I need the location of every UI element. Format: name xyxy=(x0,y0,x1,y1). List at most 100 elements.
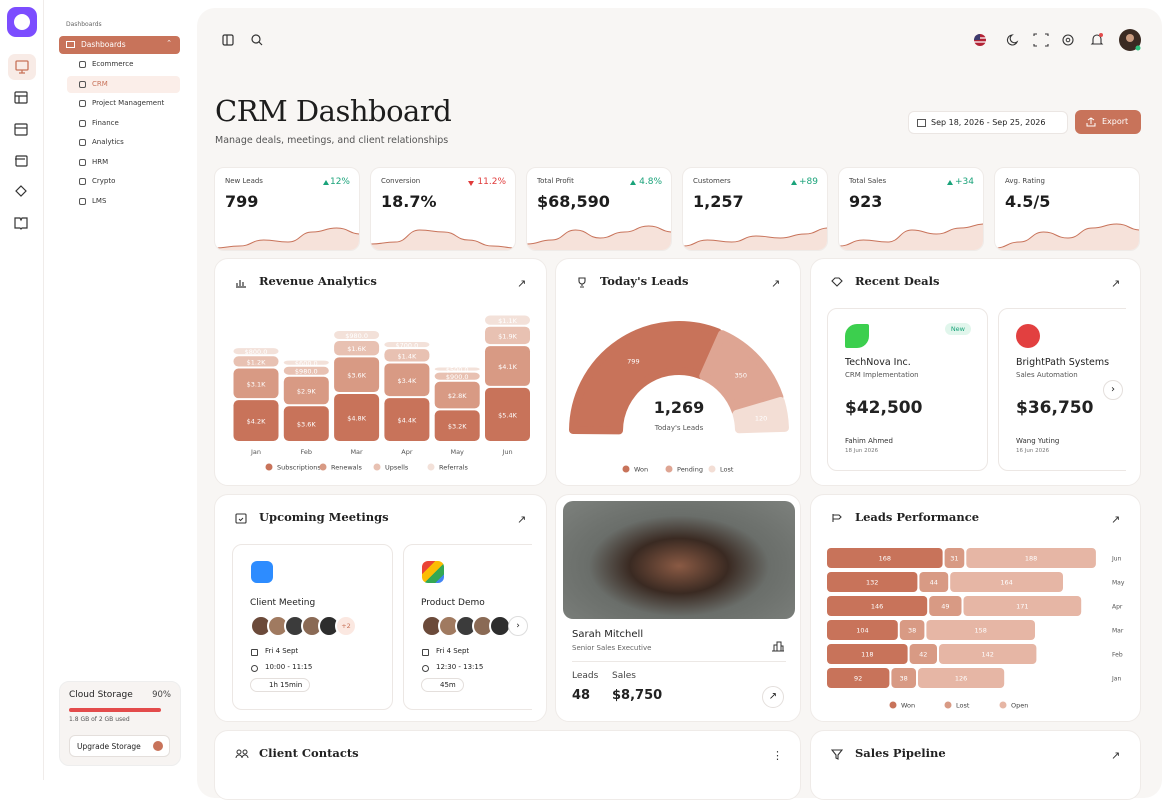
bar-segment xyxy=(485,326,530,345)
expand-button[interactable]: ↗ xyxy=(517,277,527,290)
card-title: Recent Deals xyxy=(855,274,940,288)
menu-item[interactable]: HRM xyxy=(92,157,109,166)
sparkline-area xyxy=(995,224,1139,250)
bar-label: $1.1K xyxy=(498,317,517,325)
menu-item[interactable]: Analytics xyxy=(92,138,124,146)
bar-label: $980.0 xyxy=(295,368,318,376)
calendar-icon xyxy=(917,119,926,127)
deal-owner: Wang Yuting xyxy=(1016,437,1060,445)
bar-segment xyxy=(939,644,1037,664)
card-icon xyxy=(832,514,842,522)
kpi-trend-icon xyxy=(323,180,330,185)
bar-segment xyxy=(334,357,380,393)
next-button[interactable]: › xyxy=(1103,380,1123,400)
topbar-left[interactable] xyxy=(220,32,264,48)
meeting-card: Product Demo › Fri 4 Sept 12:30 - 13:15 45m xyxy=(403,544,532,710)
kpi-value: 4.5/5 xyxy=(1005,192,1051,211)
menu-item[interactable]: Finance xyxy=(92,118,119,127)
upgrade-button[interactable]: Upgrade Storage xyxy=(69,735,170,757)
leads-card: Today's Leads ↗ 799 Won 350 Pending 120 Lost … xyxy=(555,258,801,486)
logo[interactable] xyxy=(7,7,37,37)
menu-item[interactable]: LMS xyxy=(92,196,107,205)
expand-button[interactable]: ↗ xyxy=(517,513,527,526)
bar-label: 188 xyxy=(1025,555,1037,563)
donut-segment xyxy=(569,321,723,435)
sparkline-line xyxy=(995,223,1139,249)
bar-segment xyxy=(919,572,949,592)
bar-label: $3.2K xyxy=(448,423,467,431)
menu-item[interactable]: Crypto xyxy=(92,177,116,185)
active-menu[interactable]: Dashboards ⌃ xyxy=(59,36,180,54)
legend-dot xyxy=(622,465,630,473)
x-tick-label: Jun xyxy=(501,448,512,456)
export-button[interactable]: Export xyxy=(1075,110,1141,134)
bar-label: $2.8K xyxy=(448,392,467,400)
bar-segment xyxy=(918,668,1005,688)
menu-item[interactable]: Ecommerce xyxy=(92,60,134,68)
bar-label: 146 xyxy=(871,603,883,611)
profile-open[interactable]: ↗ xyxy=(762,686,784,708)
expand-button[interactable]: ↗ xyxy=(771,277,781,290)
bar-segment xyxy=(827,548,943,568)
x-tick-label: Feb xyxy=(301,448,313,456)
expand-button[interactable]: ↗ xyxy=(1111,277,1121,290)
rail-icons[interactable] xyxy=(14,91,30,231)
bar-segment xyxy=(963,596,1082,616)
bar-segment xyxy=(334,394,380,441)
more-button[interactable]: ⋮ xyxy=(772,749,783,762)
storage-card: Cloud Storage 90% 1.8 GB of 2 GB used Up… xyxy=(59,681,181,766)
meeting-time: 10:00 - 11:15 xyxy=(265,663,313,671)
bar-segment xyxy=(233,400,279,441)
bar-segment xyxy=(434,381,480,409)
kpi-label: Total Sales xyxy=(849,177,887,185)
storage-title: Cloud Storage xyxy=(69,690,133,700)
deal-amount: $36,750 xyxy=(1016,398,1094,418)
bar-label: $1.6K xyxy=(347,345,366,353)
bar-segment xyxy=(384,349,430,362)
deal-company: TechNova Inc. xyxy=(845,357,911,368)
bar-segment xyxy=(283,360,329,365)
bar-segment xyxy=(827,572,918,592)
card-title: Today's Leads xyxy=(600,274,689,288)
bar-label: 44 xyxy=(930,579,938,587)
meeting-title: Client Meeting xyxy=(250,598,316,608)
expand-button[interactable]: ↗ xyxy=(1111,749,1121,762)
menu-item[interactable]: Project Management xyxy=(92,99,165,107)
sparkline-line xyxy=(371,229,515,249)
x-tick-label: Apr xyxy=(401,448,413,456)
expand-button[interactable]: ↗ xyxy=(1111,513,1121,526)
sparkline-area xyxy=(839,224,983,250)
page: Dashboards Dashboards ⌃ Cloud Storage 90… xyxy=(7,0,1162,800)
legend-label: Referrals xyxy=(439,464,469,472)
kpi-card: Avg. Rating 4.5/5 xyxy=(994,167,1140,251)
bar-label: $800.0 xyxy=(245,348,268,356)
profile-name: Sarah Mitchell xyxy=(572,629,644,640)
bar-label: 92 xyxy=(854,675,862,683)
meeting-app-icon xyxy=(251,561,273,583)
menu-item[interactable]: CRM xyxy=(92,79,108,88)
bar-segment xyxy=(485,315,530,325)
kpi-card: Conversion 18.7% 11.2% xyxy=(370,167,516,251)
legend-dot xyxy=(319,463,327,471)
kpi-card: New Leads 799 12% xyxy=(214,167,360,251)
org-icon[interactable] xyxy=(771,640,785,652)
topbar-right[interactable] xyxy=(970,28,1146,52)
legend-label: Lost xyxy=(720,466,734,474)
kpi-change: 4.8% xyxy=(639,177,662,187)
kpi-label: Avg. Rating xyxy=(1005,177,1045,185)
deal-project: CRM Implementation xyxy=(845,371,919,379)
bar-label: $1.4K xyxy=(398,352,417,360)
bar-segment xyxy=(233,356,279,367)
bar-segment xyxy=(950,572,1063,592)
deal-company: BrightPath Systems xyxy=(1016,357,1110,368)
page-title: CRM Dashboard xyxy=(215,94,452,128)
rail-dashboard[interactable] xyxy=(8,54,36,80)
chevron: ⌃ xyxy=(166,39,172,47)
stat-label: Sales xyxy=(612,671,636,681)
icon xyxy=(15,60,29,74)
kpi-change: 11.2% xyxy=(477,177,506,187)
deal-card: New TechNova Inc. CRM Implementation $42,50… xyxy=(827,308,988,471)
date-range[interactable]: Sep 18, 2026 - Sep 25, 2026 xyxy=(908,111,1068,134)
kpi-change: +89 xyxy=(799,177,818,187)
attendee-next[interactable]: › xyxy=(508,616,528,636)
